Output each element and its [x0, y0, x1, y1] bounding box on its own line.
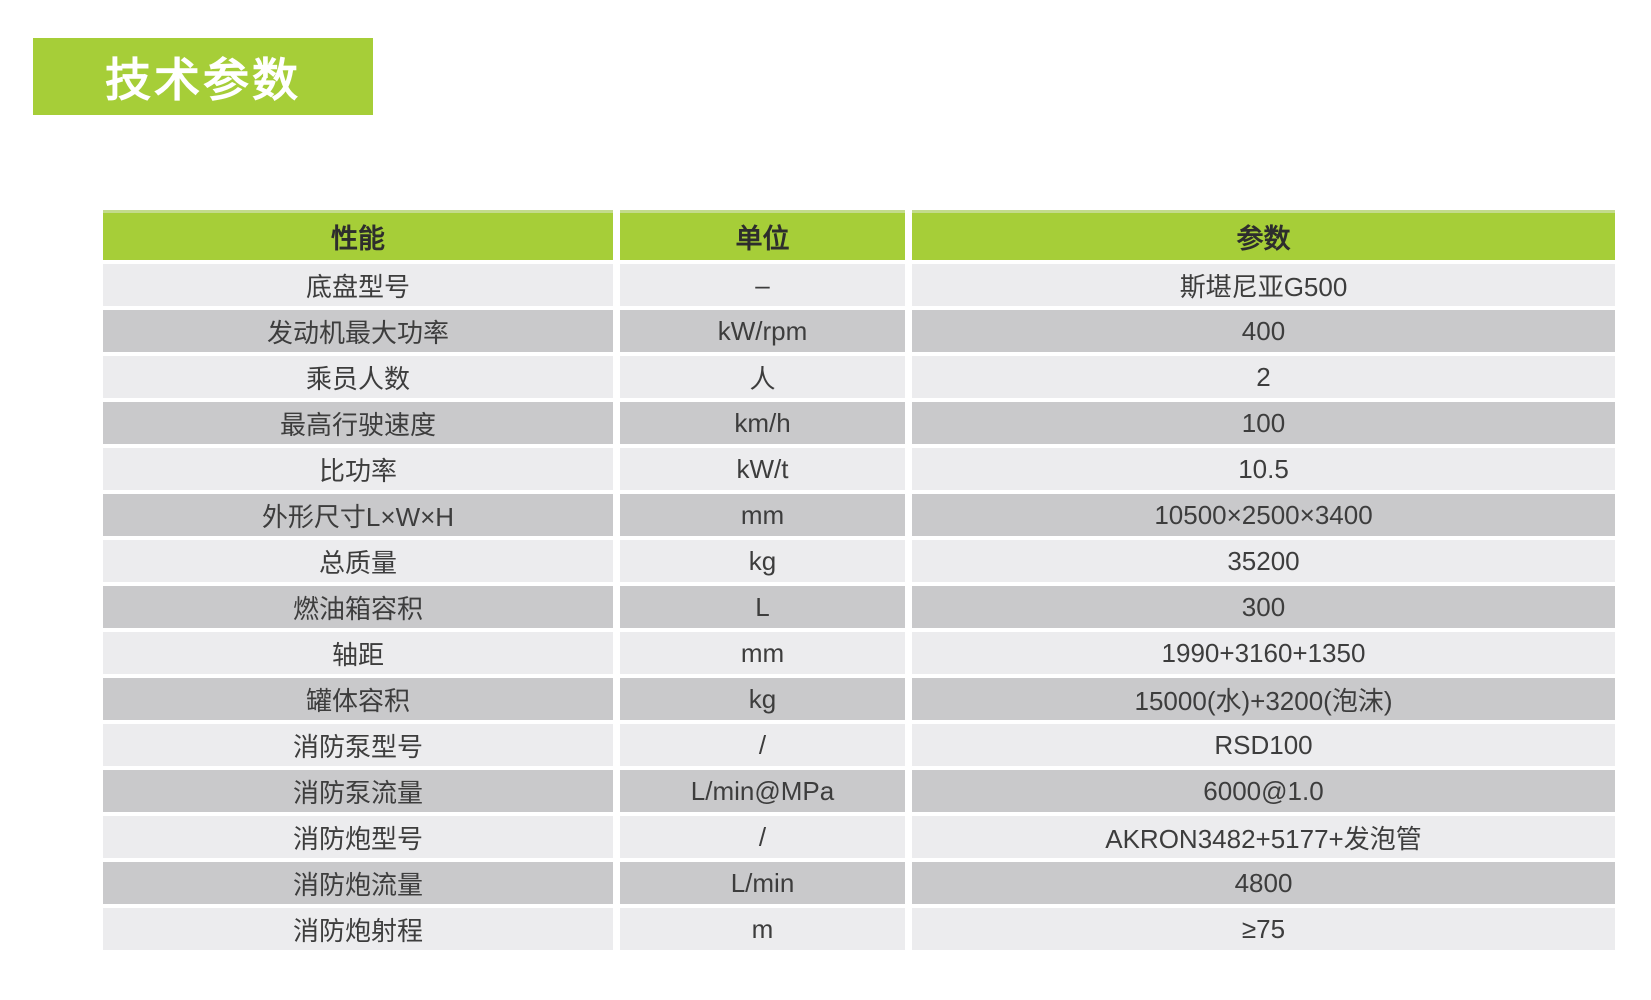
row-name: 罐体容积: [103, 678, 613, 720]
row-name: 外形尺寸L×W×H: [103, 494, 613, 536]
spec-table: 性能 单位 参数 底盘型号 – 斯堪尼亚G500 发动机最大功率 kW/rpm …: [103, 210, 1615, 954]
row-value: 10500×2500×3400: [912, 494, 1615, 536]
row-unit: kW/t: [620, 448, 905, 490]
row-value: 15000(水)+3200(泡沫): [912, 678, 1615, 720]
table-row: 比功率 kW/t 10.5: [103, 448, 1615, 490]
row-name: 发动机最大功率: [103, 310, 613, 352]
row-name: 消防泵型号: [103, 724, 613, 766]
row-name: 消防炮流量: [103, 862, 613, 904]
row-name: 消防炮射程: [103, 908, 613, 950]
row-name: 消防炮型号: [103, 816, 613, 858]
row-value: 100: [912, 402, 1615, 444]
table-row: 乘员人数 人 2: [103, 356, 1615, 398]
table-row: 消防泵流量 L/min@MPa 6000@1.0: [103, 770, 1615, 812]
row-name: 燃油箱容积: [103, 586, 613, 628]
row-unit: mm: [620, 494, 905, 536]
row-value: 10.5: [912, 448, 1615, 490]
row-value: 2: [912, 356, 1615, 398]
row-name: 底盘型号: [103, 264, 613, 306]
row-name: 乘员人数: [103, 356, 613, 398]
row-unit: km/h: [620, 402, 905, 444]
row-unit: /: [620, 816, 905, 858]
row-unit: 人: [620, 356, 905, 398]
table-header-row: 性能 单位 参数: [103, 210, 1615, 260]
table-row: 总质量 kg 35200: [103, 540, 1615, 582]
row-value: AKRON3482+5177+发泡管: [912, 816, 1615, 858]
row-name: 轴距: [103, 632, 613, 674]
table-row: 发动机最大功率 kW/rpm 400: [103, 310, 1615, 352]
row-value: 4800: [912, 862, 1615, 904]
table-row: 最高行驶速度 km/h 100: [103, 402, 1615, 444]
row-value: ≥75: [912, 908, 1615, 950]
row-value: 35200: [912, 540, 1615, 582]
column-header-unit: 单位: [620, 210, 905, 260]
section-title-label: 技术参数: [105, 53, 301, 106]
row-unit: kg: [620, 678, 905, 720]
row-value: 斯堪尼亚G500: [912, 264, 1615, 306]
row-unit: L/min@MPa: [620, 770, 905, 812]
row-value: 6000@1.0: [912, 770, 1615, 812]
table-row: 消防炮型号 / AKRON3482+5177+发泡管: [103, 816, 1615, 858]
row-unit: kg: [620, 540, 905, 582]
row-unit: kW/rpm: [620, 310, 905, 352]
table-row: 罐体容积 kg 15000(水)+3200(泡沫): [103, 678, 1615, 720]
table-header: 性能 单位 参数: [103, 210, 1615, 260]
row-name: 总质量: [103, 540, 613, 582]
row-unit: –: [620, 264, 905, 306]
section-title: 技术参数: [33, 38, 373, 115]
table-row: 燃油箱容积 L 300: [103, 586, 1615, 628]
row-name: 比功率: [103, 448, 613, 490]
row-value: RSD100: [912, 724, 1615, 766]
table-body: 底盘型号 – 斯堪尼亚G500 发动机最大功率 kW/rpm 400 乘员人数 …: [103, 264, 1615, 950]
column-header-performance: 性能: [103, 210, 613, 260]
row-value: 300: [912, 586, 1615, 628]
table-row: 外形尺寸L×W×H mm 10500×2500×3400: [103, 494, 1615, 536]
row-value: 1990+3160+1350: [912, 632, 1615, 674]
row-unit: mm: [620, 632, 905, 674]
row-unit: /: [620, 724, 905, 766]
column-header-parameter: 参数: [912, 210, 1615, 260]
row-name: 最高行驶速度: [103, 402, 613, 444]
table-row: 消防炮流量 L/min 4800: [103, 862, 1615, 904]
row-value: 400: [912, 310, 1615, 352]
row-unit: m: [620, 908, 905, 950]
table-row: 轴距 mm 1990+3160+1350: [103, 632, 1615, 674]
row-name: 消防泵流量: [103, 770, 613, 812]
table-row: 消防泵型号 / RSD100: [103, 724, 1615, 766]
table-row: 消防炮射程 m ≥75: [103, 908, 1615, 950]
table-row: 底盘型号 – 斯堪尼亚G500: [103, 264, 1615, 306]
row-unit: L: [620, 586, 905, 628]
row-unit: L/min: [620, 862, 905, 904]
